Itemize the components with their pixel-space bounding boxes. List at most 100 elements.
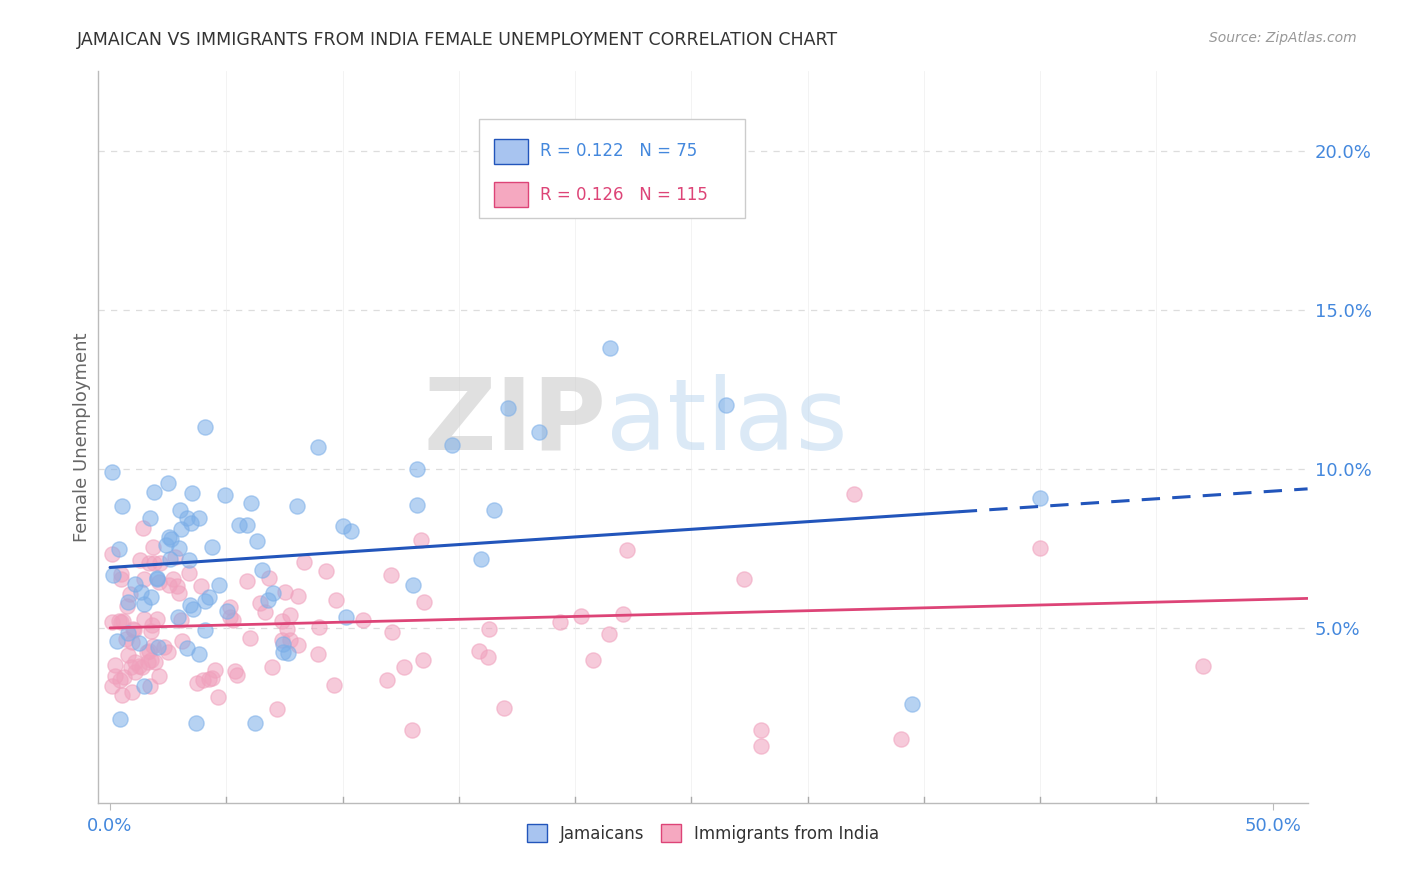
Point xyxy=(733,572,755,586)
Point xyxy=(375,673,398,687)
Point xyxy=(218,600,240,615)
Point xyxy=(131,521,153,535)
Point xyxy=(120,587,142,601)
Point xyxy=(236,574,259,589)
Point xyxy=(117,626,139,640)
Point xyxy=(110,615,132,630)
Point xyxy=(194,623,217,637)
Legend: Jamaicans, Immigrants from India: Jamaicans, Immigrants from India xyxy=(520,818,886,849)
Point xyxy=(201,540,224,554)
Point xyxy=(139,510,162,524)
Point xyxy=(482,192,505,206)
Point xyxy=(148,574,170,589)
Point xyxy=(138,644,160,658)
Point xyxy=(124,577,146,591)
Point xyxy=(198,590,221,604)
Point xyxy=(112,670,135,684)
Point xyxy=(111,689,134,703)
Point xyxy=(104,668,127,682)
Point xyxy=(381,625,404,640)
Point xyxy=(201,671,224,685)
Point xyxy=(468,643,491,657)
Point xyxy=(249,596,271,610)
Point xyxy=(598,627,620,641)
Point xyxy=(240,495,263,509)
Point xyxy=(110,572,132,586)
Text: R = 0.126   N = 115: R = 0.126 N = 115 xyxy=(540,186,707,203)
Point xyxy=(152,640,174,654)
FancyBboxPatch shape xyxy=(494,182,527,207)
Point xyxy=(143,656,166,670)
Point xyxy=(411,533,433,548)
Point xyxy=(134,679,156,693)
Point xyxy=(492,700,515,714)
Point xyxy=(142,540,165,554)
Point xyxy=(581,653,603,667)
Point xyxy=(278,607,301,622)
Point xyxy=(139,679,162,693)
Point xyxy=(180,485,202,500)
Point xyxy=(308,619,330,633)
Point xyxy=(262,586,284,600)
Point xyxy=(163,550,186,565)
Point xyxy=(124,656,146,670)
Point xyxy=(170,522,193,536)
Point xyxy=(155,537,177,551)
Point xyxy=(142,639,165,653)
Text: JAMAICAN VS IMMIGRANTS FROM INDIA FEMALE UNEMPLOYMENT CORRELATION CHART: JAMAICAN VS IMMIGRANTS FROM INDIA FEMALE… xyxy=(77,31,838,49)
Text: atlas: atlas xyxy=(606,374,848,471)
Point xyxy=(186,716,208,731)
Point xyxy=(477,650,499,665)
Point xyxy=(114,632,136,647)
Point xyxy=(157,645,180,659)
Point xyxy=(149,556,172,570)
Point xyxy=(104,658,127,673)
Point xyxy=(207,690,229,705)
Point xyxy=(236,517,259,532)
Point xyxy=(157,475,180,490)
Point xyxy=(157,577,180,591)
Point xyxy=(254,606,277,620)
Point xyxy=(277,646,299,660)
Point xyxy=(176,640,198,655)
Point xyxy=(111,614,134,628)
Point xyxy=(224,665,246,679)
Point xyxy=(101,547,124,561)
Point xyxy=(101,615,124,630)
Point xyxy=(159,552,181,566)
Point xyxy=(219,609,242,624)
Point xyxy=(141,591,163,605)
Point xyxy=(292,555,315,569)
Point xyxy=(157,530,180,544)
Point xyxy=(749,723,772,737)
Point xyxy=(142,484,165,499)
Point xyxy=(239,631,262,645)
Point xyxy=(890,732,912,747)
Point xyxy=(122,623,145,637)
Point xyxy=(260,659,283,673)
Point xyxy=(103,568,125,582)
Point xyxy=(172,634,194,648)
Point xyxy=(226,668,249,682)
Point xyxy=(108,614,131,628)
Point xyxy=(901,697,924,711)
Point xyxy=(190,579,212,593)
Point xyxy=(380,567,402,582)
Point xyxy=(844,487,866,501)
Point xyxy=(482,503,505,517)
Point xyxy=(599,341,621,355)
Point xyxy=(110,566,132,581)
Point xyxy=(401,723,423,737)
Point xyxy=(315,564,337,578)
Point xyxy=(245,716,267,731)
Point xyxy=(1192,659,1215,673)
Point xyxy=(527,425,550,440)
Point xyxy=(146,572,169,586)
Point xyxy=(129,584,152,599)
Point xyxy=(287,638,309,652)
Point xyxy=(177,553,200,567)
Point xyxy=(128,636,150,650)
Point xyxy=(470,552,492,566)
Point xyxy=(1029,491,1052,505)
Point xyxy=(217,604,239,618)
